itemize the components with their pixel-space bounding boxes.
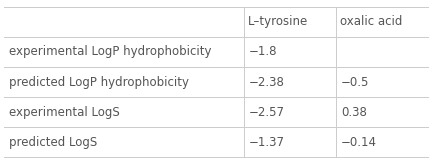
Text: −2.38: −2.38 [248,75,285,89]
Text: −0.14: −0.14 [341,136,377,149]
Text: experimental LogS: experimental LogS [10,106,120,119]
Text: L–tyrosine: L–tyrosine [248,15,308,28]
Text: −1.8: −1.8 [248,45,277,58]
Text: predicted LogP hydrophobicity: predicted LogP hydrophobicity [10,75,189,89]
Text: 0.38: 0.38 [341,106,367,119]
Text: −2.57: −2.57 [248,106,285,119]
Text: −0.5: −0.5 [341,75,369,89]
Text: experimental LogP hydrophobicity: experimental LogP hydrophobicity [10,45,212,58]
Text: predicted LogS: predicted LogS [10,136,98,149]
Text: oxalic acid: oxalic acid [340,15,403,28]
Text: −1.37: −1.37 [248,136,285,149]
